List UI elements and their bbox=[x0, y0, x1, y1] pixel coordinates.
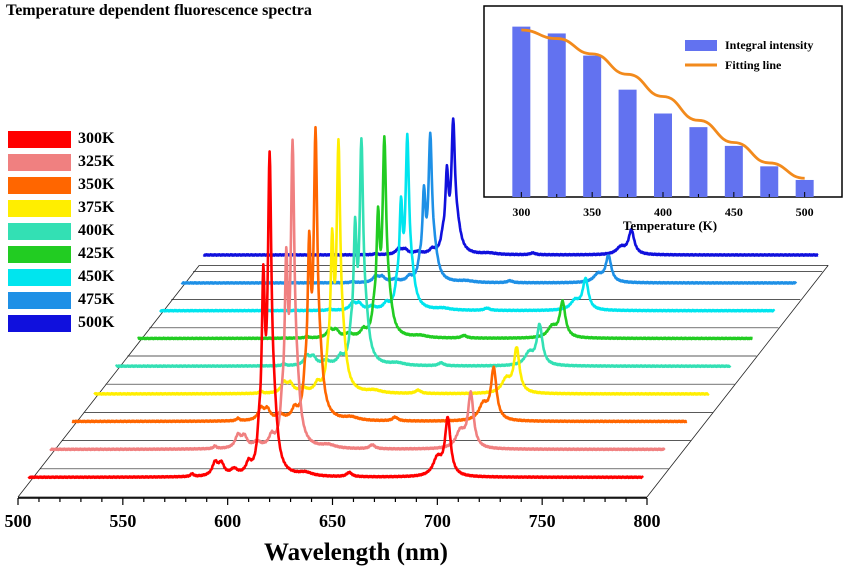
inset-chart: 300 350 400 450 500 Integral intensity Fittin… bbox=[483, 5, 843, 233]
x-tick-label: 800 bbox=[634, 511, 661, 531]
legend-swatch bbox=[8, 269, 71, 286]
legend-label: 500K bbox=[78, 314, 115, 331]
inset-bar-500 bbox=[795, 179, 814, 197]
inset-bar-325 bbox=[547, 33, 566, 197]
legend-swatch bbox=[8, 177, 71, 194]
inset-legend-label-line: Fitting line bbox=[725, 58, 782, 72]
x-tick-label: 550 bbox=[109, 511, 136, 531]
legend-swatch bbox=[8, 246, 71, 263]
legend-swatch bbox=[8, 315, 71, 332]
x-tick-label: 750 bbox=[529, 511, 556, 531]
inset-bar-375 bbox=[618, 89, 637, 197]
inset-x-axis: 300 350 400 450 500 bbox=[512, 192, 814, 219]
legend-label: 350K bbox=[78, 176, 115, 193]
inset-bar-425 bbox=[689, 127, 708, 197]
legend-swatch bbox=[8, 223, 71, 240]
x-axis-label: Wavelength (nm) bbox=[264, 539, 448, 566]
legend-label: 475K bbox=[78, 291, 115, 308]
x-tick-label: 500 bbox=[5, 511, 32, 531]
series-line-375K bbox=[93, 137, 710, 396]
series-line-300K bbox=[27, 150, 644, 480]
chart-title: Temperature dependent fluorescence spect… bbox=[6, 2, 312, 19]
legend-label: 300K bbox=[78, 130, 115, 147]
inset-bar-475 bbox=[760, 166, 779, 197]
legend-swatch bbox=[8, 292, 71, 309]
inset-bar-300 bbox=[512, 26, 531, 198]
legend-swatch bbox=[8, 154, 71, 171]
legend-label: 375K bbox=[78, 199, 115, 216]
legend-label: 400K bbox=[78, 222, 115, 239]
inset-legend-label-bar: Integral intensity bbox=[725, 38, 813, 52]
series-line-425K bbox=[137, 134, 754, 341]
series-line-500K bbox=[202, 117, 819, 257]
inset-fit-path bbox=[521, 28, 805, 180]
inset-fit-line bbox=[521, 28, 805, 180]
x-axis: 500 550 600 650 700 750 800 bbox=[5, 497, 661, 531]
inset-x-tick-label: 350 bbox=[583, 205, 601, 219]
inset-x-tick-label: 300 bbox=[512, 205, 530, 219]
inset-x-axis-label: Temperature (K) bbox=[623, 218, 717, 233]
inset-bars bbox=[512, 26, 814, 198]
series-line-350K bbox=[71, 125, 688, 424]
legend-label: 325K bbox=[78, 153, 115, 170]
inset-legend: Integral intensity Fitting line bbox=[685, 38, 813, 72]
x-tick-label: 650 bbox=[319, 511, 346, 531]
series-line-325K bbox=[49, 138, 666, 452]
x-tick-label: 600 bbox=[214, 511, 241, 531]
inset-legend-swatch-bar bbox=[685, 40, 717, 51]
legend-label: 425K bbox=[78, 245, 115, 262]
series-line-400K bbox=[114, 137, 732, 369]
legend-swatch bbox=[8, 200, 71, 217]
plane-right-edge bbox=[646, 265, 829, 498]
inset-bar-350 bbox=[583, 55, 602, 198]
inset-bar-400 bbox=[654, 113, 672, 197]
spectrum-traces bbox=[27, 117, 819, 480]
legend-label: 450K bbox=[78, 268, 115, 285]
inset-x-tick-label: 500 bbox=[796, 205, 814, 219]
plane-left-edge bbox=[17, 265, 200, 498]
waterfall-planes bbox=[17, 264, 829, 498]
legend-swatch bbox=[8, 131, 71, 148]
inset-x-tick-label: 450 bbox=[725, 205, 743, 219]
inset-x-tick-label: 400 bbox=[654, 205, 672, 219]
inset-bar-450 bbox=[724, 145, 743, 197]
x-tick-label: 700 bbox=[424, 511, 451, 531]
